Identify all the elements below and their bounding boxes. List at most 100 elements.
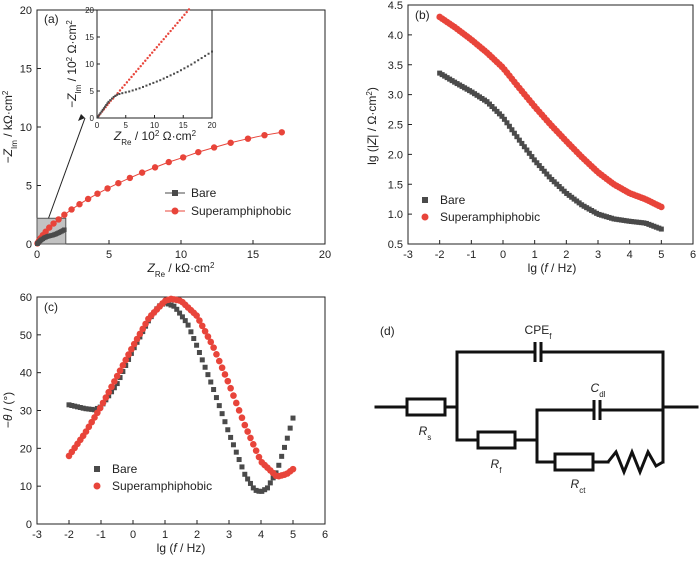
bare-point: [501, 116, 507, 122]
y-tick-label: 30: [20, 406, 32, 418]
y-tick-label: 40: [20, 368, 32, 380]
y-tick-label: 3.0: [388, 90, 403, 102]
inset-super-point: [121, 86, 124, 89]
superamphiphobic-point: [244, 135, 252, 142]
bare-point: [519, 140, 525, 146]
bare-point: [62, 227, 67, 232]
inset-bare-point: [166, 75, 169, 78]
inset-bare-point: [211, 50, 213, 53]
superamphiphobic-point: [122, 356, 130, 364]
superamphiphobic-point: [102, 394, 110, 401]
superamphiphobic-point: [165, 158, 172, 166]
bare-point: [521, 144, 527, 150]
superamphiphobic-point: [115, 179, 122, 187]
inset-bare-point: [142, 85, 144, 88]
superamphiphobic-point: [96, 404, 104, 412]
bare-point: [247, 480, 253, 486]
inset-super-point: [183, 13, 186, 17]
bare-point: [80, 405, 86, 411]
resistor-rf: [476, 430, 517, 450]
bare-point: [279, 453, 285, 459]
inset-x-tick-label: 10: [150, 121, 159, 130]
y-tick-label: 4.0: [388, 30, 403, 42]
inset-bare-point: [204, 54, 207, 57]
bare-point: [511, 130, 517, 136]
legend-bare-marker: [422, 197, 428, 203]
superamphiphobic-point: [50, 220, 57, 227]
inset-bare-point: [190, 63, 193, 66]
inset-super-point: [180, 16, 184, 19]
superamphiphobic-point: [179, 154, 187, 161]
legend-super-label: Superamphiphobic: [440, 210, 540, 224]
bare-point: [264, 485, 270, 491]
y-axis-label: −θ / (°): [1, 392, 15, 428]
inset-bare-point: [145, 84, 148, 87]
inset-x-tick-label: 15: [179, 121, 188, 130]
bare-point: [174, 306, 180, 312]
bare-point: [92, 407, 98, 413]
y-tick-label: 20: [20, 443, 32, 455]
x-tick-label: -2: [435, 249, 445, 261]
inset-bare-point: [207, 52, 210, 55]
superamphiphobic-point: [238, 414, 246, 422]
superamphiphobic-point: [94, 190, 101, 197]
superamphiphobic-point: [138, 169, 146, 176]
bare-point: [69, 402, 75, 408]
y-tick-label: 20: [20, 5, 32, 17]
inset-super-point: [151, 51, 154, 54]
cdl-label: Cdl: [591, 381, 606, 399]
superamphiphobic-point: [210, 344, 217, 351]
panel-label: (d): [380, 324, 395, 338]
bare-point: [506, 123, 512, 129]
superamphiphobic-point: [218, 364, 226, 372]
bare-point: [516, 137, 522, 143]
panel-d-equivalent-circuit: (d) CPEf Rs Rf Cdl Rct: [374, 323, 699, 495]
x-axis-label: ZRe / kΩ·cm2: [147, 261, 216, 279]
inset-super-point: [164, 35, 168, 38]
x-tick-label: 3: [595, 249, 601, 261]
rs-label: Rs: [419, 424, 432, 442]
y-tick-label: 50: [20, 330, 32, 342]
inset-bare-point: [138, 87, 141, 90]
legend-super-label: Superamphiphobic: [112, 479, 212, 493]
x-axis-label: lg (f / Hz): [528, 261, 577, 275]
inset-super-point: [153, 48, 156, 52]
bare-point: [188, 329, 194, 335]
inset-bare-point: [116, 93, 119, 96]
bare-point: [239, 464, 245, 470]
x-tick-label: 10: [175, 249, 187, 261]
inset-super-point: [130, 75, 133, 79]
cpe-label: CPEf: [525, 323, 553, 341]
inset-bare-point: [124, 91, 127, 94]
bare-point: [75, 404, 81, 410]
superamphiphobic-point: [116, 367, 124, 375]
inset-bare-point: [118, 92, 121, 95]
superamphiphobic-point: [201, 327, 209, 335]
superamphiphobic-point: [213, 351, 220, 358]
inset-bare-point: [104, 105, 107, 108]
bare-point: [185, 322, 191, 328]
inset-bare-point: [109, 99, 112, 102]
inset-bare-point: [183, 67, 186, 70]
inset-super-point: [155, 46, 158, 49]
bare-point: [202, 364, 208, 370]
x-tick-label: 15: [247, 249, 259, 261]
superamphiphobic-point: [68, 206, 75, 213]
inset-super-point: [123, 83, 126, 87]
bare-point: [250, 485, 256, 491]
superamphiphobic-point: [235, 407, 243, 414]
superamphiphobic-point: [130, 340, 138, 348]
bare-point: [256, 488, 262, 494]
legend-bare-marker: [172, 190, 178, 196]
superamphiphobic-point: [46, 224, 53, 231]
inset-super-point: [178, 19, 181, 22]
x-tick-label: 0: [500, 249, 506, 261]
legend-super-marker: [93, 482, 101, 490]
panel-label: (b): [415, 8, 430, 22]
inset-super-point: [148, 54, 152, 57]
legend: Bare Superamphiphobic: [93, 462, 212, 493]
x-tick-label: 1: [532, 249, 538, 261]
y-tick-label: 2.5: [388, 120, 403, 132]
